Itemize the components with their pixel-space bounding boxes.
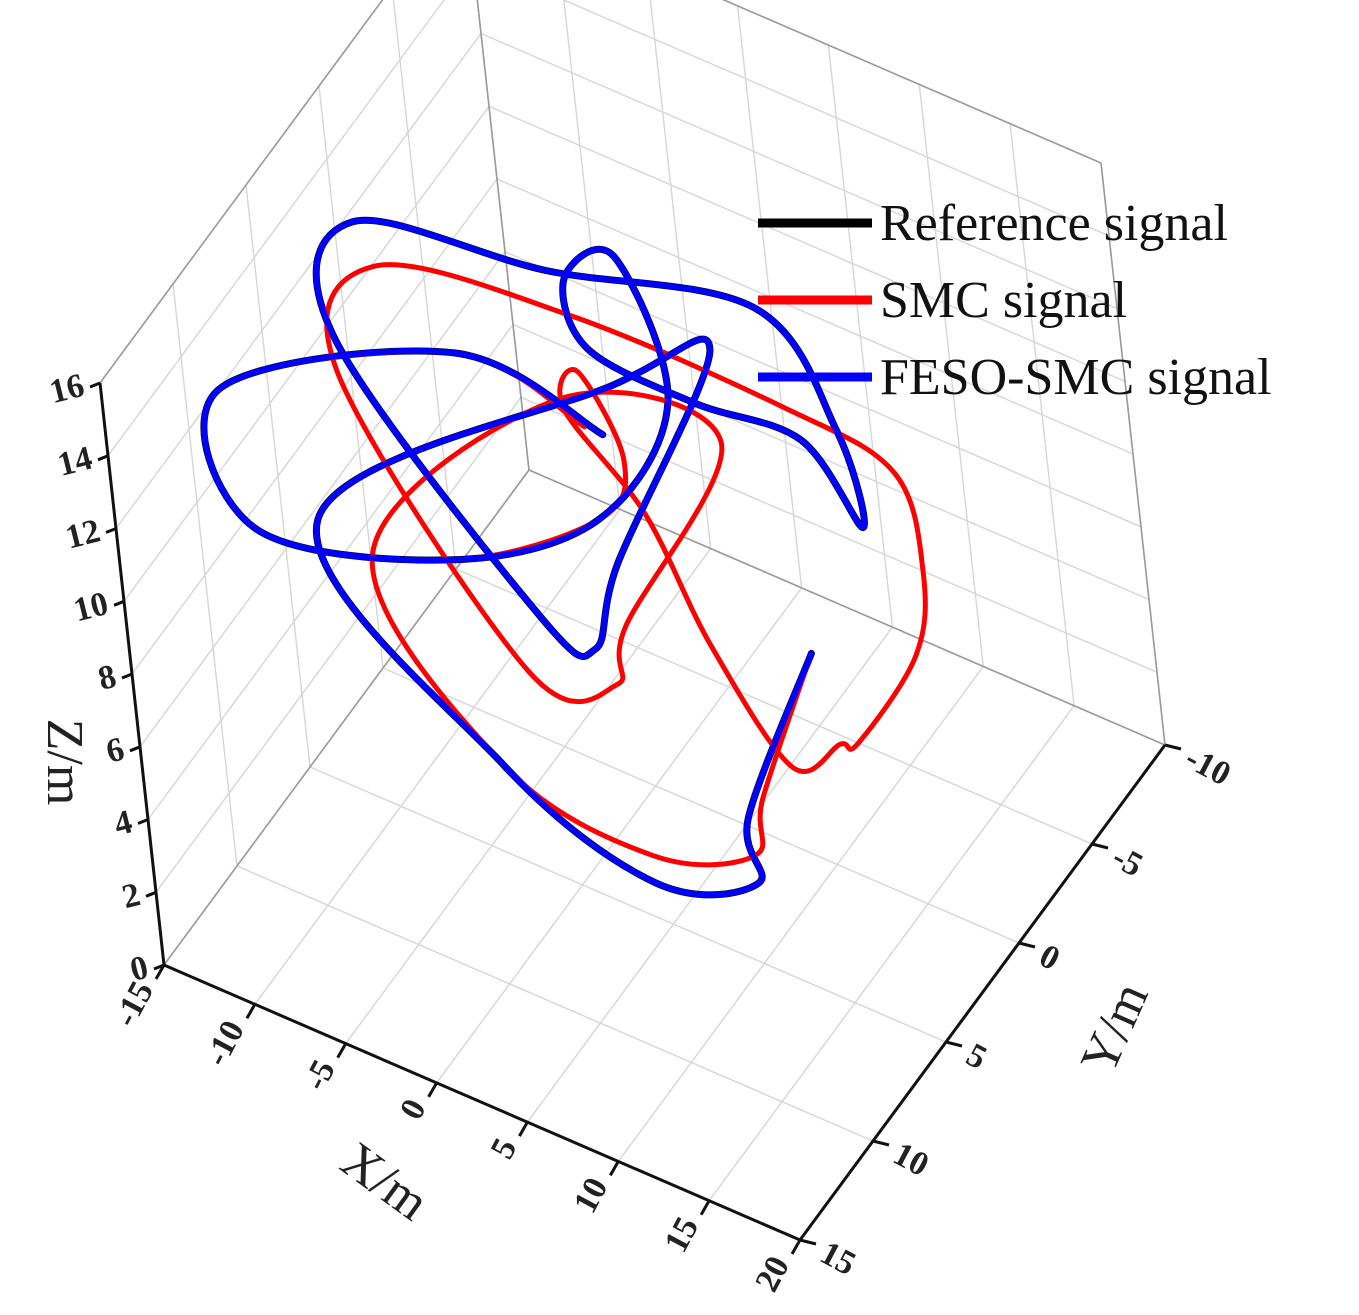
z-tick-label: 14	[54, 440, 96, 484]
back-grid-line-z	[496, 178, 1134, 455]
y-axis-title: Y/m	[1070, 974, 1160, 1082]
z-axis-title: Z/m	[36, 719, 93, 806]
legend-label-feso-smc: FESO-SMC signal	[880, 349, 1272, 406]
side-grid-line-z	[155, 396, 522, 893]
back-wall-grid-y	[99, 0, 530, 966]
x-tick-label: -5	[297, 1054, 343, 1096]
back-grid-line-z	[520, 396, 1158, 673]
z-tick-mark	[113, 599, 125, 607]
x-tick-label: -10	[198, 1015, 252, 1072]
x-axis-title: X/m	[331, 1131, 439, 1231]
z-tick-label: 12	[62, 512, 104, 556]
z-tick-label: 8	[94, 658, 119, 698]
x-tick-mark	[336, 1042, 348, 1059]
y-axis-ticks: -10 -5 0 5 10 15	[799, 739, 1237, 1283]
y-tick-label: 10	[887, 1135, 934, 1184]
floor-grid-line-x	[708, 705, 1075, 1202]
box-edge	[722, 0, 1102, 164]
z-tick-mark	[89, 381, 101, 389]
x-tick-mark	[427, 1082, 438, 1098]
y-tick-label: -5	[1106, 838, 1148, 884]
floor-grid-line-y	[455, 568, 1093, 845]
y-axis-line	[798, 744, 1167, 1241]
z-tick-mark	[129, 745, 141, 753]
floor-grid-line-x	[345, 548, 712, 1045]
y-tick-mark	[799, 1238, 817, 1246]
y-tick-label: 0	[1033, 937, 1065, 978]
back-grid-line-z	[488, 105, 1126, 382]
floor-grid-line-y	[309, 766, 947, 1043]
series-layer	[200, 216, 928, 899]
back-grid-line-z	[562, 0, 1110, 237]
side-grid-line-z	[107, 0, 445, 457]
series-line-smc-signal	[201, 262, 928, 868]
z-tick-mark	[137, 818, 149, 825]
z-tick-mark	[97, 454, 109, 462]
floor-grid-line-y	[382, 667, 1020, 944]
floor-grid-line-x	[254, 508, 621, 1005]
z-tick-mark	[153, 963, 165, 971]
floor-grid-line-x	[436, 587, 803, 1084]
y-tick-mark	[872, 1139, 890, 1147]
x-tick-mark	[699, 1199, 711, 1216]
z-tick-label: 6	[102, 731, 127, 771]
y-tick-label: 5	[960, 1036, 992, 1077]
x-axis-line	[163, 963, 801, 1242]
x-tick-label: 15	[658, 1211, 707, 1258]
x-tick-label: 5	[484, 1132, 525, 1164]
z-tick-label: 4	[110, 803, 135, 843]
back-grid-line-z	[504, 251, 1142, 528]
box-edge	[163, 469, 530, 966]
series-line-feso-smc-signal	[200, 217, 868, 898]
back-grid-line-x	[649, 0, 712, 549]
axis-lines	[98, 382, 1167, 1242]
box-edge	[99, 0, 384, 384]
z-tick-mark	[145, 890, 157, 898]
side-grid-line-z	[99, 0, 384, 384]
side-grid-line-z	[123, 105, 490, 602]
legend-label-reference: Reference signal	[880, 195, 1228, 252]
box-edge	[528, 469, 1166, 746]
y-tick-label: 15	[814, 1234, 861, 1283]
x-tick-label: 20	[748, 1250, 797, 1297]
y-tick-label: -10	[1179, 739, 1236, 793]
box-edge	[1100, 162, 1166, 746]
side-grid-line-z	[131, 178, 498, 675]
side-grid-line-z	[139, 251, 506, 748]
z-tick-mark	[121, 672, 133, 680]
x-tick-mark	[608, 1160, 620, 1177]
legend: Reference signal SMC signal FESO-SMC sig…	[758, 195, 1272, 406]
floor-grid-line-y	[236, 865, 874, 1142]
y-tick-mark	[1018, 941, 1036, 949]
legend-label-smc: SMC signal	[880, 272, 1127, 329]
x-tick-mark	[154, 964, 166, 980]
back-grid-line-z	[480, 32, 1118, 310]
z-tick-label: 16	[46, 367, 88, 411]
x-tick-mark	[790, 1239, 802, 1255]
side-grid-line-z	[115, 33, 482, 529]
y-tick-mark	[1091, 842, 1109, 850]
floor-grid-line-x	[526, 626, 893, 1123]
z-tick-mark	[105, 527, 117, 534]
back-grid-line-z	[722, 0, 1102, 164]
side-grid-line-y	[392, 0, 457, 570]
x-tick-label: 10	[567, 1172, 616, 1219]
y-tick-mark	[945, 1040, 963, 1048]
floor-grid	[163, 469, 1166, 1241]
z-tick-label: 2	[118, 876, 143, 916]
floor-grid-line-x	[617, 665, 984, 1162]
x-tick-mark	[518, 1121, 529, 1137]
y-tick-mark	[1164, 743, 1182, 751]
x-tick-label: 0	[393, 1093, 434, 1125]
x-tick-mark	[245, 1003, 257, 1020]
z-tick-label: 10	[70, 585, 112, 629]
